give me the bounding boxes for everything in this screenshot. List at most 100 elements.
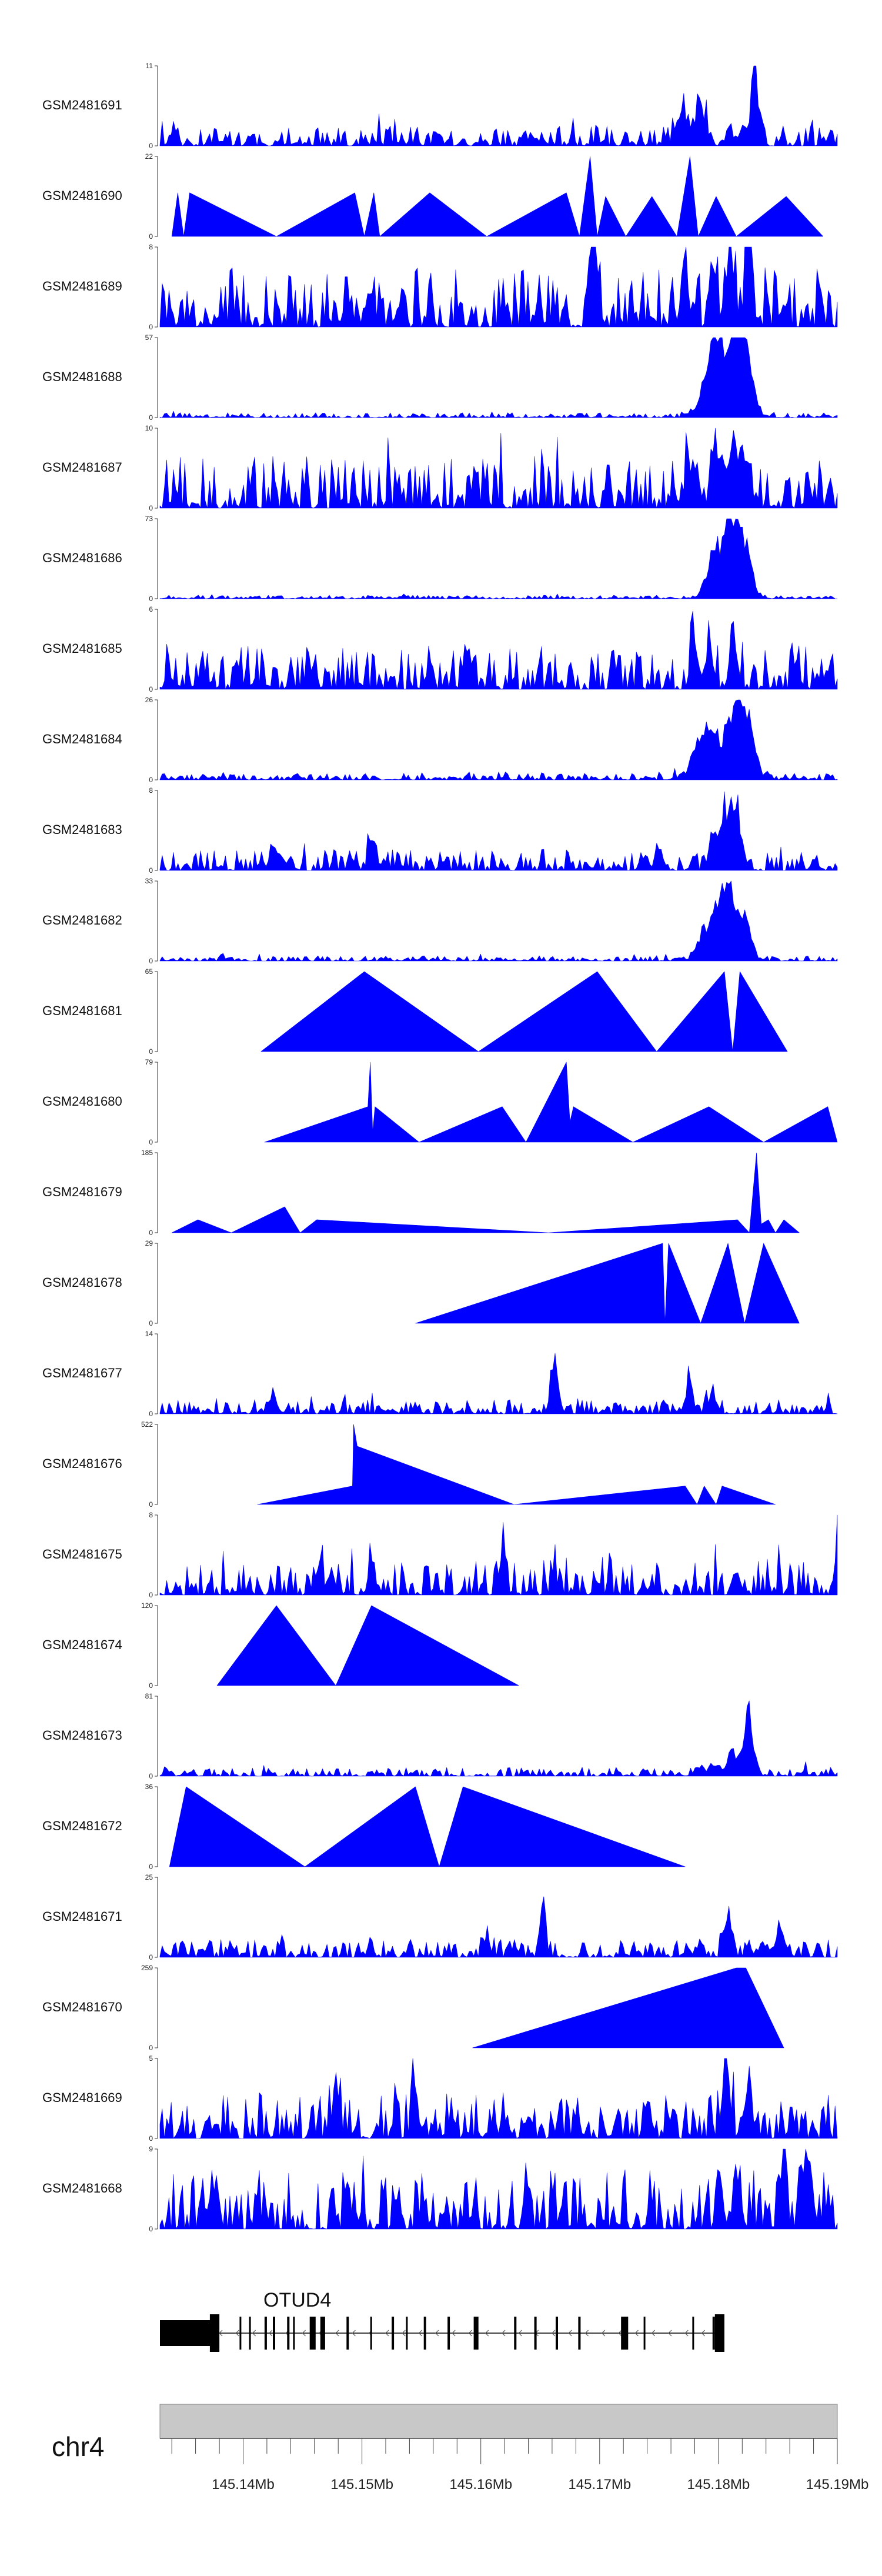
signal-area [260,971,788,1052]
y-max-label: 8 [149,1511,153,1519]
gene-exon [714,2314,724,2352]
track-label: GSM2481690 [42,188,122,203]
y-min-label: 0 [149,2225,153,2233]
signal-tracks: GSM2481691110GSM2481690220GSM248168980GS… [42,62,838,2233]
y-max-label: 522 [141,1420,153,1429]
y-min-label: 0 [149,866,153,875]
y-max-label: 14 [145,1330,153,1338]
track-GSM2481684: GSM2481684 26 0 [42,696,838,784]
signal-area [159,1700,838,1777]
strand-arrow [584,2330,589,2337]
gene-exon [578,2317,581,2350]
y-min-label: 0 [149,1863,153,1871]
track-GSM2481677: GSM2481677 14 0 [42,1330,838,1418]
signal-area [159,65,838,146]
signal-area [159,610,838,690]
signal-area [159,1514,838,1596]
track-label: GSM2481671 [42,1909,122,1924]
signal-area [159,791,838,871]
y-max-label: 29 [145,1239,153,1247]
y-min-label: 0 [149,232,153,241]
strand-arrow [335,2330,339,2337]
track-label: GSM2481668 [42,2181,122,2195]
strand-arrow [651,2330,656,2337]
signal-area [415,1243,800,1324]
track-GSM2481682: GSM2481682 33 0 [42,877,838,965]
y-min-label: 0 [149,1500,153,1509]
strand-arrow [601,2330,606,2337]
track-label: GSM2481685 [42,641,122,656]
chromosome-label: chr4 [52,2431,104,2462]
gene-exon [346,2317,349,2350]
gene-label-otud4: OTUD4 [263,2289,331,2311]
track-label: GSM2481672 [42,1818,122,1833]
y-min-label: 0 [149,2134,153,2143]
track-GSM2481689: GSM2481689 8 0 [42,243,838,331]
x-tick-label: 145.16Mb [449,2477,512,2492]
strand-arrow [502,2330,506,2337]
track-label: GSM2481688 [42,369,122,384]
signal-area [159,2148,838,2230]
track-GSM2481683: GSM2481683 8 0 [42,786,838,875]
signal-area [159,1353,838,1414]
y-min-label: 0 [149,1410,153,1418]
y-min-label: 0 [149,1229,153,1237]
gene-exon [264,2317,267,2350]
y-max-label: 6 [149,605,153,613]
track-GSM2481674: GSM2481674 120 0 [42,1601,519,1690]
signal-area [171,156,823,237]
y-min-label: 0 [149,142,153,150]
y-max-label: 81 [145,1692,153,1700]
signal-area [257,1424,776,1505]
track-label: GSM2481684 [42,732,122,746]
track-GSM2481670: GSM2481670 259 0 [42,1964,784,2052]
strand-arrow [618,2330,622,2337]
gene-exon [556,2317,558,2350]
signal-area [159,246,838,328]
track-GSM2481679: GSM2481679 185 0 [42,1149,800,1237]
track-GSM2481685: GSM2481685 6 0 [42,605,838,693]
strand-arrow [701,2330,706,2337]
track-GSM2481671: GSM2481671 25 0 [42,1873,838,1961]
gene-exon [293,2317,295,2350]
gene-exon [514,2317,517,2350]
strand-arrow [385,2330,389,2337]
y-min-label: 0 [149,1772,153,1780]
y-min-label: 0 [149,957,153,965]
track-label: GSM2481691 [42,98,122,112]
track-GSM2481672: GSM2481672 36 0 [42,1783,686,1871]
strand-arrow [452,2330,456,2337]
track-GSM2481675: GSM2481675 8 0 [42,1511,838,1599]
gene-exon [239,2317,242,2350]
strand-arrow [235,2330,239,2337]
y-max-label: 9 [149,2145,153,2153]
signal-area [472,1967,784,2048]
signal-area [159,1896,838,1958]
strand-arrow [252,2330,256,2337]
track-GSM2481676: GSM2481676 522 0 [42,1420,776,1509]
gene-exon [370,2317,372,2350]
gene-exon [712,2317,715,2350]
y-max-label: 25 [145,1873,153,1881]
gene-exon [423,2317,426,2350]
y-max-label: 8 [149,786,153,795]
track-GSM2481669: GSM2481669 5 0 [42,2054,838,2143]
strand-arrow [418,2330,423,2337]
track-label: GSM2481679 [42,1184,122,1199]
signal-area [171,1152,800,1233]
x-tick-label: 145.18Mb [687,2477,750,2492]
gene-exon [209,2314,220,2352]
strand-arrow [435,2330,439,2337]
gene-exon [534,2317,537,2350]
y-max-label: 185 [141,1149,153,1157]
y-max-label: 57 [145,333,153,342]
y-min-label: 0 [149,595,153,603]
x-tick-label: 145.17Mb [568,2477,631,2492]
gene-track: OTUD4 [160,2289,724,2352]
y-min-label: 0 [149,1319,153,1327]
y-min-label: 0 [149,2044,153,2052]
track-label: GSM2481682 [42,913,122,927]
strand-arrow [269,2330,273,2337]
strand-arrow [518,2330,522,2337]
